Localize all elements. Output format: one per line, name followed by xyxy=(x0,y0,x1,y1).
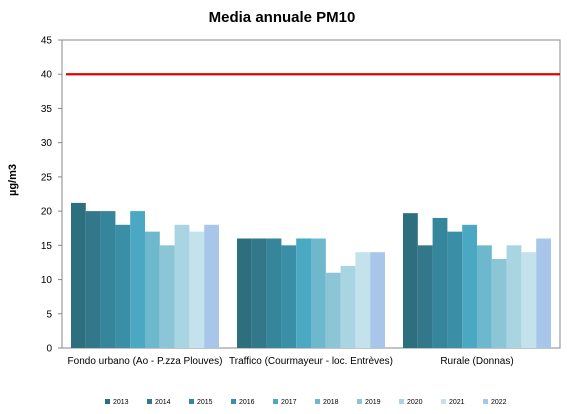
bar-2019-0 xyxy=(159,245,175,348)
legend-label: 2020 xyxy=(407,399,423,406)
bar-2016-2 xyxy=(447,231,463,348)
y-tick-label: 10 xyxy=(41,275,53,286)
y-tick-label: 30 xyxy=(41,138,53,149)
y-tick-label: 25 xyxy=(41,172,53,183)
legend-swatch-2017 xyxy=(273,399,278,404)
plot-area: 0 5 10 15 20 25 30 35 40 45 Fondo urbano (Ao - P.z… xyxy=(41,36,561,367)
bar-2022-1 xyxy=(370,252,385,348)
legend-swatch-2019 xyxy=(357,399,362,404)
bar-2022-2 xyxy=(536,238,551,348)
legend-label: 2017 xyxy=(281,399,297,406)
legend-label: 2013 xyxy=(113,399,129,406)
bar-2016-1 xyxy=(281,245,297,348)
bar-2021-1 xyxy=(355,252,371,348)
y-tick-label: 5 xyxy=(46,309,52,320)
bar-2016-0 xyxy=(115,224,131,348)
bar-2015-0 xyxy=(100,211,116,348)
legend-swatch-2022 xyxy=(483,399,488,404)
bar-2013-0 xyxy=(71,202,86,348)
chart-title: Media annuale PM10 xyxy=(209,9,356,26)
bar-2013-2 xyxy=(403,213,418,348)
legend-swatch-2015 xyxy=(189,399,194,404)
legend-swatch-2020 xyxy=(399,399,404,404)
y-tick-label: 20 xyxy=(41,207,53,218)
legend-label: 2021 xyxy=(449,399,465,406)
bar-2014-1 xyxy=(251,238,267,348)
category-label: Rurale (Donnas) xyxy=(440,356,513,367)
bar-2021-2 xyxy=(521,252,537,348)
bar-2020-1 xyxy=(340,265,356,348)
bar-2018-0 xyxy=(145,231,160,348)
legend-swatch-2021 xyxy=(441,399,446,404)
bar-2013-1 xyxy=(237,238,252,348)
legend-label: 2015 xyxy=(197,399,213,406)
y-tick-label: 15 xyxy=(41,241,53,252)
category-label: Traffico (Courmayeur - loc. Entrèves) xyxy=(229,356,393,367)
legend-swatch-2018 xyxy=(315,399,320,404)
legend-swatch-2016 xyxy=(231,399,236,404)
legend: 2013 2014 2015 2016 2017 2018 2019 2020 2021 2022 xyxy=(105,399,507,406)
bar-2017-1 xyxy=(296,238,311,348)
legend-label: 2018 xyxy=(323,399,339,406)
legend-label: 2016 xyxy=(239,399,255,406)
legend-swatch-2013 xyxy=(105,399,110,404)
bar-2017-2 xyxy=(462,224,477,348)
bar-2021-0 xyxy=(189,231,205,348)
bar-2018-2 xyxy=(477,245,492,348)
bar-2015-1 xyxy=(266,238,282,348)
category-label: Fondo urbano (Ao - P.zza Plouves) xyxy=(68,356,223,367)
bar-2015-2 xyxy=(432,217,448,348)
bar-2020-2 xyxy=(506,245,522,348)
bar-2020-0 xyxy=(174,224,190,348)
bar-2014-0 xyxy=(85,211,101,348)
y-axis-label: µg/m3 xyxy=(7,164,19,196)
bar-2019-1 xyxy=(325,272,341,348)
legend-swatch-2014 xyxy=(147,399,152,404)
bar-2019-2 xyxy=(491,259,507,348)
bar-2018-1 xyxy=(311,238,326,348)
legend-label: 2014 xyxy=(155,399,171,406)
bar-2014-2 xyxy=(417,245,433,348)
bar-2022-0 xyxy=(204,224,219,348)
y-tick-label: 35 xyxy=(41,104,53,115)
y-tick-label: 45 xyxy=(41,36,53,47)
legend-label: 2022 xyxy=(491,399,507,406)
y-tick-label: 40 xyxy=(41,70,53,81)
legend-label: 2019 xyxy=(365,399,381,406)
y-tick-label: 0 xyxy=(46,344,52,355)
bar-2017-0 xyxy=(130,211,145,348)
